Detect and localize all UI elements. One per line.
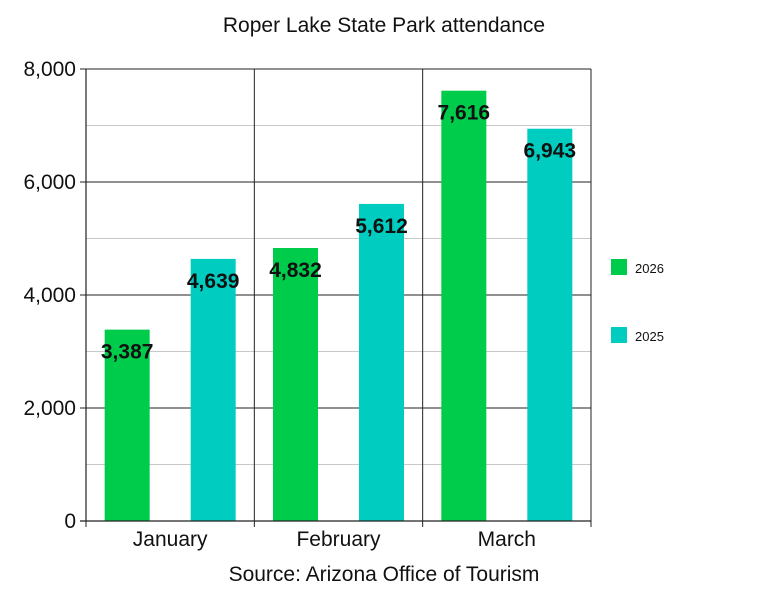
- axes: 0 2,000 4,000 6,000 8,000 January February Marc…: [23, 58, 592, 551]
- bars: [104, 90, 573, 522]
- bar-2025-february: [359, 203, 404, 521]
- y-tick-label: 6,000: [23, 171, 76, 194]
- data-label: 5,612: [355, 215, 408, 238]
- grid: [85, 68, 592, 522]
- y-tick-label: 0: [64, 510, 76, 533]
- chart-source: Source: Arizona Office of Tourism: [228, 563, 540, 586]
- legend-label: 2025: [635, 329, 664, 344]
- y-tick-label: 4,000: [23, 284, 76, 307]
- data-label: 4,832: [269, 259, 322, 282]
- bar-2025-march: [527, 128, 573, 521]
- bar-2026-january: [104, 329, 150, 521]
- data-label: 6,943: [524, 140, 577, 163]
- x-tick-label: February: [296, 528, 381, 551]
- legend-swatch-2025: [611, 327, 627, 343]
- bar-2026-february: [273, 247, 318, 521]
- y-tick-label: 2,000: [23, 397, 76, 420]
- x-tick-label: March: [478, 528, 536, 551]
- chart-title: Roper Lake State Park attendance: [222, 14, 546, 37]
- data-label: 4,639: [187, 270, 240, 293]
- data-label: 7,616: [438, 102, 491, 125]
- legend-swatch-2026: [611, 259, 627, 275]
- data-label: 3,387: [101, 341, 154, 364]
- x-tick-label: January: [133, 528, 208, 551]
- bar-2025-january: [190, 258, 236, 521]
- legend: 2026 2025: [611, 259, 664, 344]
- y-tick-label: 8,000: [23, 58, 76, 81]
- legend-label: 2026: [635, 261, 664, 276]
- bar-2026-march: [441, 90, 487, 522]
- data-labels: 3,387 4,639 4,832 5,612 7,616 6,943: [101, 102, 576, 364]
